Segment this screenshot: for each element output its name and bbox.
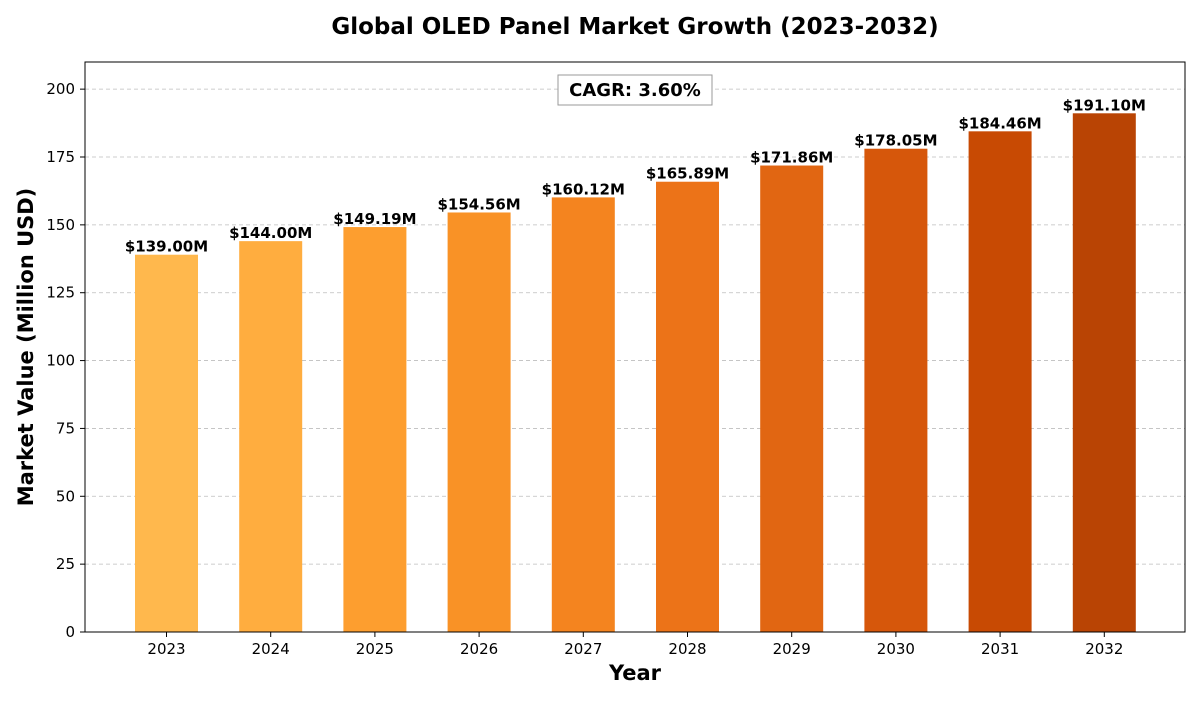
y-tick-label-100: 100 — [46, 352, 75, 370]
data-labels: $139.00M $144.00M $149.19M $154.56M $160.12M… — [125, 96, 1146, 255]
x-tick-label-2025: 2025 — [356, 640, 394, 658]
y-tick-label-175: 175 — [46, 148, 75, 166]
x-tick-label-2023: 2023 — [147, 640, 185, 658]
y-tick-label-125: 125 — [46, 284, 75, 302]
bar-2027 — [551, 197, 615, 633]
x-tick-label-2028: 2028 — [668, 640, 706, 658]
y-tick-label-150: 150 — [46, 216, 75, 234]
bar-2029 — [760, 165, 824, 632]
bar-2024 — [239, 241, 303, 632]
bar-2028 — [656, 181, 719, 632]
data-label-2026: $154.56M — [437, 195, 520, 213]
y-tick-label-50: 50 — [56, 487, 75, 505]
chart-title: Global OLED Panel Market Growth (2023-20… — [331, 14, 938, 40]
bar-2031 — [968, 131, 1032, 632]
y-tick-label-0: 0 — [65, 623, 75, 641]
data-label-2023: $139.00M — [125, 238, 208, 256]
x-tick-label-2031: 2031 — [981, 640, 1019, 658]
bar-2032 — [1072, 113, 1136, 633]
x-axis-ticks: 2023 2024 2025 2026 2027 2028 2029 2030 2031 2032 — [147, 632, 1123, 658]
bar-2030 — [864, 148, 928, 632]
y-axis-ticks: 0 25 50 75 100 125 150 175 200 — [46, 80, 85, 641]
y-tick-label-75: 75 — [56, 419, 75, 437]
x-tick-label-2024: 2024 — [252, 640, 290, 658]
data-label-2029: $171.86M — [750, 149, 833, 167]
data-label-2025: $149.19M — [333, 210, 416, 228]
plot-frame — [84, 61, 1186, 633]
data-label-2031: $184.46M — [958, 114, 1041, 132]
x-tick-label-2030: 2030 — [877, 640, 915, 658]
x-tick-label-2032: 2032 — [1085, 640, 1123, 658]
x-axis-label: Year — [608, 661, 662, 685]
data-label-2027: $160.12M — [542, 180, 625, 198]
bar-2023 — [135, 254, 198, 632]
y-axis-label: Market Value (Million USD) — [14, 188, 38, 507]
x-tick-label-2029: 2029 — [773, 640, 811, 658]
y-tick-label-25: 25 — [56, 555, 75, 573]
data-label-2028: $165.89M — [646, 165, 729, 183]
cagr-annotation-box — [557, 74, 713, 106]
data-label-2030: $178.05M — [854, 132, 937, 150]
bar-2025 — [343, 227, 407, 632]
cagr-annotation-text: CAGR: 3.60% — [569, 80, 701, 101]
bar-2026 — [447, 212, 511, 633]
x-tick-label-2026: 2026 — [460, 640, 498, 658]
bars — [135, 113, 1136, 633]
cagr-annotation: CAGR: 3.60% — [557, 74, 713, 106]
data-label-2032: $191.10M — [1063, 96, 1146, 114]
data-label-2024: $144.00M — [229, 224, 312, 242]
y-tick-label-200: 200 — [46, 80, 75, 98]
x-tick-label-2027: 2027 — [564, 640, 602, 658]
